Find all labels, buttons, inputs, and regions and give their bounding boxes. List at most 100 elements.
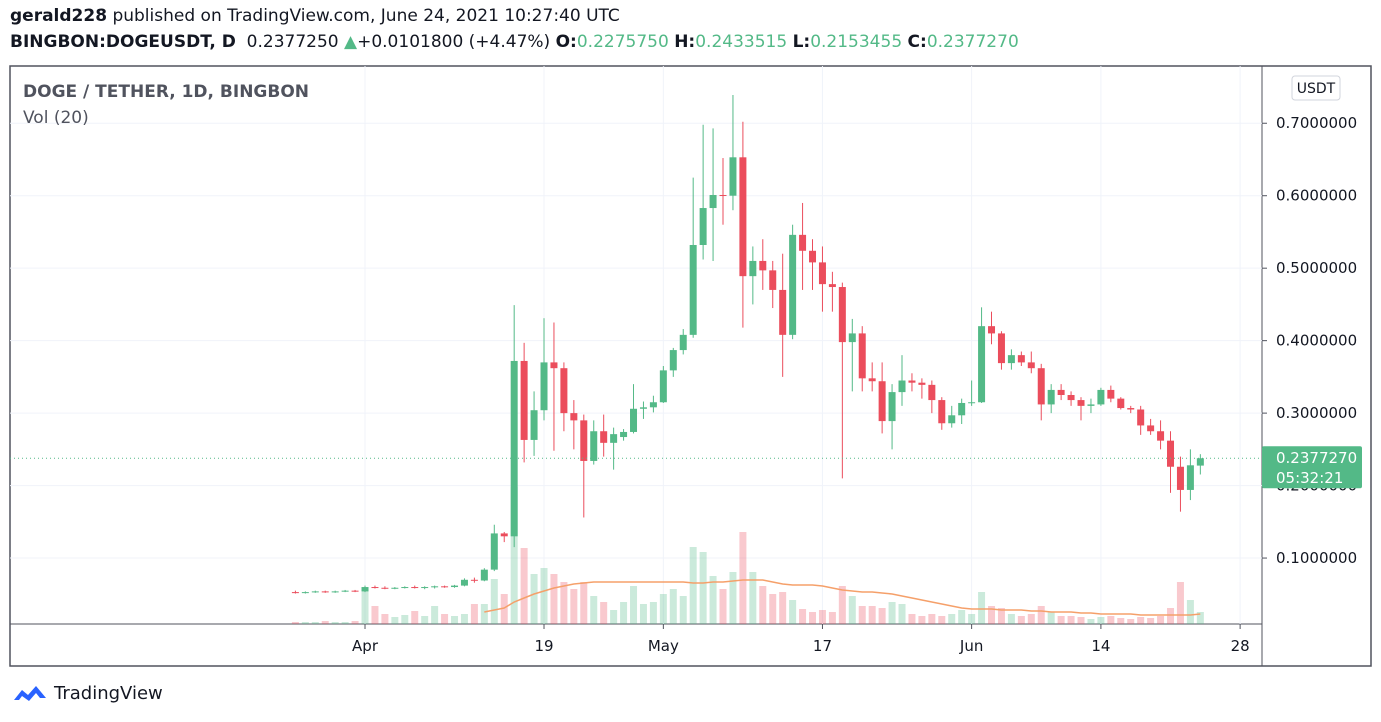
candle-body bbox=[799, 234, 807, 251]
candle-body bbox=[729, 157, 737, 196]
candle-body bbox=[649, 402, 657, 408]
volume-bar bbox=[490, 579, 498, 624]
candle-body bbox=[1017, 355, 1025, 363]
volume-bar bbox=[1047, 612, 1055, 624]
volume-bar bbox=[988, 606, 996, 624]
candle-body bbox=[311, 591, 319, 593]
candle-body bbox=[958, 402, 966, 416]
candle-body bbox=[540, 362, 548, 411]
candle-body bbox=[1157, 431, 1165, 441]
candle-body bbox=[938, 400, 946, 424]
volume-bar bbox=[590, 596, 598, 624]
candle-body bbox=[868, 378, 876, 382]
volume-bar bbox=[908, 614, 916, 624]
x-tick-label: Jun bbox=[959, 637, 983, 655]
currency-button[interactable] bbox=[1291, 75, 1341, 101]
candle-body bbox=[699, 208, 707, 245]
y-tick-label: 0.4000000 bbox=[1276, 332, 1357, 350]
volume-bar bbox=[719, 589, 727, 624]
footer: TradingView bbox=[12, 682, 163, 704]
candle-body bbox=[828, 284, 836, 288]
volume-bar bbox=[938, 616, 946, 624]
volume-bar bbox=[530, 574, 538, 624]
candle-body bbox=[391, 587, 399, 589]
volume-bar bbox=[570, 589, 578, 624]
candle-body bbox=[530, 410, 538, 440]
candle-body bbox=[1097, 389, 1105, 405]
volume-bar bbox=[1127, 619, 1135, 624]
candle-body bbox=[928, 384, 936, 401]
candle-body bbox=[1037, 368, 1045, 405]
volume-bar bbox=[1167, 608, 1175, 624]
candle-body bbox=[709, 194, 717, 209]
volume-bar bbox=[978, 592, 986, 624]
volume-bar bbox=[669, 589, 677, 624]
candle-body bbox=[381, 587, 389, 589]
volume-bar bbox=[639, 604, 647, 624]
candle-body bbox=[1067, 395, 1075, 401]
volume-bar bbox=[381, 614, 389, 624]
candle-body bbox=[1127, 408, 1135, 410]
logo bbox=[14, 686, 46, 701]
last: 0.2377250 bbox=[246, 32, 339, 52]
candle-body bbox=[411, 587, 419, 589]
candle-body bbox=[291, 592, 299, 594]
volume-bar bbox=[699, 552, 707, 624]
volume-bar bbox=[868, 606, 876, 624]
candle-body bbox=[510, 360, 518, 537]
candle-body bbox=[908, 380, 916, 383]
candle-body bbox=[1087, 404, 1095, 406]
volume-bar bbox=[659, 594, 667, 624]
candle-body bbox=[560, 368, 568, 414]
candle-body bbox=[1147, 425, 1155, 432]
volume-bar bbox=[361, 589, 369, 624]
y-tick-label: 0.7000000 bbox=[1276, 114, 1357, 132]
volume-bar bbox=[1097, 617, 1105, 624]
candle-body bbox=[1167, 440, 1175, 467]
candle-body bbox=[321, 591, 329, 593]
currency[interactable]: USDT bbox=[1297, 81, 1336, 97]
candle-body bbox=[809, 250, 817, 263]
last-price-box bbox=[1262, 446, 1362, 489]
candle-body bbox=[719, 194, 727, 196]
volume-bar bbox=[510, 487, 518, 624]
candle-body bbox=[341, 590, 349, 592]
volume-bar bbox=[1087, 619, 1095, 624]
volume-bar bbox=[818, 610, 826, 624]
volume-bar bbox=[311, 622, 319, 624]
author: gerald228 bbox=[10, 6, 108, 26]
volume-bar bbox=[709, 576, 717, 624]
volume-bar bbox=[321, 621, 329, 624]
volume-bar bbox=[838, 586, 846, 624]
candle-body bbox=[689, 244, 697, 335]
y-tick-label: 0.5000000 bbox=[1276, 259, 1357, 277]
x-tick-label: 28 bbox=[1231, 637, 1250, 655]
volume-bar bbox=[799, 609, 807, 624]
volume-bar bbox=[520, 548, 528, 624]
candle-body bbox=[600, 431, 608, 443]
chart-title: DOGE / TETHER, 1D, BINGBON bbox=[23, 82, 309, 102]
volume-bar bbox=[451, 616, 459, 624]
volume-bar bbox=[1057, 616, 1065, 624]
x-tick-label: 17 bbox=[813, 637, 832, 655]
volume-bar bbox=[421, 616, 429, 624]
candle-body bbox=[1027, 362, 1035, 369]
candle-body bbox=[848, 333, 856, 343]
candle-body bbox=[620, 431, 628, 438]
candle-body bbox=[739, 157, 747, 277]
candle-body bbox=[431, 586, 439, 588]
candle-body bbox=[769, 270, 777, 290]
volume-bar bbox=[749, 572, 757, 624]
volume-bar bbox=[1037, 606, 1045, 624]
x-tick-label: May bbox=[648, 637, 679, 655]
o-label: O: bbox=[555, 32, 577, 52]
candle-body bbox=[1117, 398, 1125, 409]
candle-body bbox=[371, 587, 379, 589]
candle-body bbox=[401, 587, 409, 589]
volume-bar bbox=[1147, 618, 1155, 624]
candle-body bbox=[759, 260, 767, 271]
x-tick-label: 14 bbox=[1091, 637, 1110, 655]
volume-bar bbox=[291, 622, 299, 624]
published: published on TradingView.com, June 24, 2… bbox=[112, 6, 620, 26]
volume-bar bbox=[441, 614, 449, 624]
